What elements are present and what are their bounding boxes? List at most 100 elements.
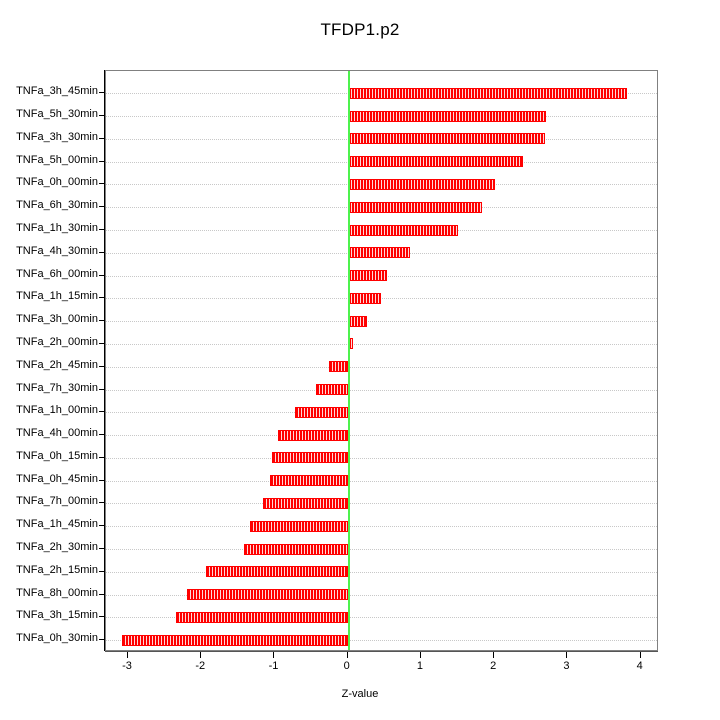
zero-reference-line: [347, 71, 350, 650]
y-axis-tick: [99, 570, 105, 572]
y-axis-tick: [99, 251, 105, 253]
bar: [347, 315, 368, 327]
gridline: [106, 298, 657, 300]
gridline: [106, 435, 657, 437]
y-axis-label: TNFa_3h_15min: [16, 609, 98, 622]
gridline: [106, 343, 657, 345]
y-axis-tick: [99, 639, 105, 641]
bar: [347, 110, 547, 122]
x-axis-tick: [566, 651, 568, 658]
y-axis-tick: [99, 616, 105, 618]
y-axis-tick: [99, 456, 105, 458]
y-axis-label: TNFa_1h_00min: [16, 404, 98, 417]
bar: [205, 566, 348, 578]
bar: [347, 133, 545, 145]
gridline: [106, 640, 657, 642]
bar: [328, 361, 348, 373]
y-axis-label: TNFa_7h_00min: [16, 495, 98, 508]
y-axis-label: TNFa_5h_30min: [16, 108, 98, 121]
y-axis-tick: [99, 502, 105, 504]
bar: [347, 178, 496, 190]
bar: [347, 247, 411, 259]
gridline: [106, 480, 657, 482]
bar: [347, 292, 381, 304]
y-axis-tick: [99, 365, 105, 367]
x-axis-title: Z-value: [341, 688, 379, 700]
gridline: [106, 617, 657, 619]
bar: [294, 406, 348, 418]
x-axis-tick-label: 0: [343, 660, 350, 672]
y-axis-label: TNFa_0h_45min: [16, 472, 98, 485]
y-axis-tick: [99, 229, 105, 231]
y-axis-tick: [99, 320, 105, 322]
x-axis-tick: [200, 651, 202, 658]
y-axis-tick: [99, 479, 105, 481]
y-axis-tick: [99, 548, 105, 549]
bar: [176, 611, 349, 623]
bar: [347, 270, 387, 282]
gridline: [106, 412, 657, 414]
bar: [347, 224, 458, 236]
y-axis-label: TNFa_4h_00min: [16, 427, 98, 440]
x-axis-tick-label: -1: [268, 660, 279, 672]
y-axis-tick: [99, 92, 105, 94]
x-axis-tick: [493, 651, 495, 658]
y-axis-label: TNFa_8h_00min: [16, 586, 98, 599]
bar: [347, 156, 523, 168]
y-axis-label: TNFa_3h_45min: [16, 85, 98, 98]
x-axis-tick: [346, 651, 348, 658]
gridline: [106, 503, 657, 505]
bar: [187, 589, 349, 601]
x-axis-tick-label: 4: [636, 660, 643, 672]
y-axis-label: TNFa_7h_30min: [16, 381, 98, 394]
y-axis-label: TNFa_2h_00min: [16, 335, 98, 348]
y-axis-tick: [99, 206, 105, 208]
y-axis-label: TNFa_6h_00min: [16, 267, 98, 280]
gridline: [106, 594, 657, 596]
y-axis-label: TNFa_4h_30min: [16, 244, 98, 257]
plot-area: [105, 70, 658, 651]
bar: [270, 475, 348, 487]
gridline: [106, 549, 657, 550]
chart-title: TFDP1.p2: [320, 20, 400, 39]
y-axis-tick: [99, 115, 105, 117]
gridline: [106, 366, 657, 368]
y-axis-label: TNFa_6h_30min: [16, 199, 98, 212]
x-axis-tick-label: 2: [490, 660, 497, 672]
y-axis-tick: [99, 593, 105, 595]
gridline: [106, 571, 657, 573]
x-axis-tick-label: 3: [563, 660, 570, 672]
y-axis-label: TNFa_3h_00min: [16, 313, 98, 326]
y-axis-tick: [99, 160, 105, 162]
bar: [243, 543, 348, 555]
y-axis-label: TNFa_5h_00min: [16, 153, 98, 166]
x-axis-tick-label: -2: [195, 660, 206, 672]
bar: [122, 634, 348, 646]
y-axis-label: TNFa_2h_15min: [16, 563, 98, 576]
gridline: [106, 389, 657, 391]
x-axis-tick-label: -3: [122, 660, 132, 672]
gridline: [106, 457, 657, 459]
y-axis-tick: [99, 525, 105, 527]
y-axis-tick: [99, 434, 105, 436]
y-axis-label: TNFa_0h_30min: [16, 632, 98, 645]
y-axis-label: TNFa_0h_15min: [16, 449, 98, 462]
y-axis-label: TNFa_1h_30min: [16, 222, 98, 235]
bar: [347, 87, 627, 99]
gridline: [106, 526, 657, 528]
y-axis-tick: [99, 137, 105, 139]
y-axis-label: TNFa_3h_30min: [16, 130, 98, 143]
x-axis-tick-label: 1: [416, 660, 424, 672]
y-axis-tick: [99, 297, 105, 299]
y-axis-tick: [99, 411, 105, 413]
plot-inner: [106, 71, 657, 650]
gridline: [106, 321, 657, 323]
x-axis-tick: [126, 651, 128, 658]
x-axis-line: [105, 651, 658, 652]
bar: [271, 452, 348, 464]
y-axis-tick: [99, 274, 105, 276]
y-axis-tick: [99, 388, 105, 390]
y-axis-tick: [99, 183, 105, 185]
y-axis-line: [104, 70, 105, 651]
